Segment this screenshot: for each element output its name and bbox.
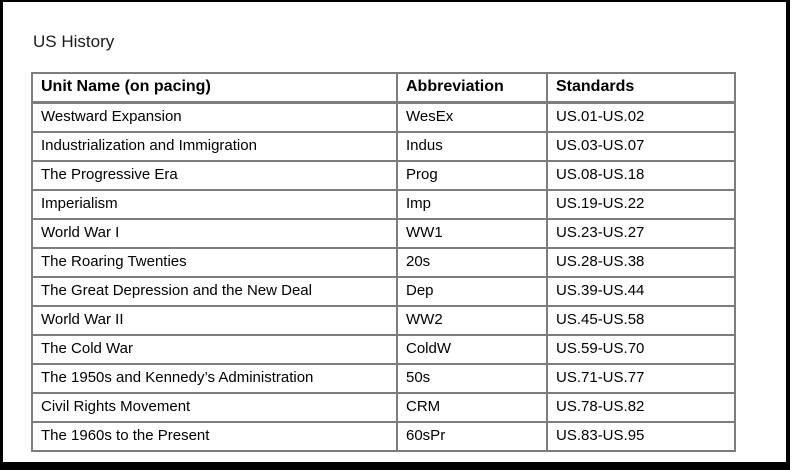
unit-name-cell: Imperialism (31, 189, 398, 220)
table-header-row: Unit Name (on pacing) Abbreviation Stand… (31, 72, 736, 104)
unit-name-cell: Westward Expansion (31, 101, 398, 133)
unit-name-cell: World War II (31, 305, 398, 336)
abbreviation-cell: WesEx (396, 101, 548, 133)
abbreviation-cell: 20s (396, 247, 548, 278)
standards-cell: US.03-US.07 (546, 131, 736, 162)
standards-cell: US.08-US.18 (546, 160, 736, 191)
standards-cell: US.71-US.77 (546, 363, 736, 394)
table-row: The Great Depression and the New Deal De… (31, 276, 736, 307)
table-row: The 1960s to the Present 60sPr US.83-US.… (31, 421, 736, 452)
abbreviation-cell: 60sPr (396, 421, 548, 452)
unit-name-cell: The Roaring Twenties (31, 247, 398, 278)
table-row: Westward Expansion WesEx US.01-US.02 (31, 101, 736, 133)
abbreviation-cell: 50s (396, 363, 548, 394)
column-header-standards: Standards (546, 72, 736, 104)
column-header-abbreviation: Abbreviation (396, 72, 548, 104)
abbreviation-cell: Dep (396, 276, 548, 307)
unit-name-cell: The Progressive Era (31, 160, 398, 191)
abbreviation-cell: ColdW (396, 334, 548, 365)
table-row: The 1950s and Kennedy’s Administration 5… (31, 363, 736, 394)
table-row: The Roaring Twenties 20s US.28-US.38 (31, 247, 736, 278)
unit-name-cell: Industrialization and Immigration (31, 131, 398, 162)
table-row: Industrialization and Immigration Indus … (31, 131, 736, 162)
table-row: Imperialism Imp US.19-US.22 (31, 189, 736, 220)
standards-cell: US.28-US.38 (546, 247, 736, 278)
abbreviation-cell: Imp (396, 189, 548, 220)
table-row: World War II WW2 US.45-US.58 (31, 305, 736, 336)
table-row: Civil Rights Movement CRM US.78-US.82 (31, 392, 736, 423)
abbreviation-cell: WW1 (396, 218, 548, 249)
unit-name-cell: The Great Depression and the New Deal (31, 276, 398, 307)
abbreviation-cell: Prog (396, 160, 548, 191)
standards-cell: US.78-US.82 (546, 392, 736, 423)
standards-cell: US.19-US.22 (546, 189, 736, 220)
column-header-unit-name: Unit Name (on pacing) (31, 72, 398, 104)
units-table: Unit Name (on pacing) Abbreviation Stand… (31, 72, 736, 452)
standards-cell: US.39-US.44 (546, 276, 736, 307)
abbreviation-cell: Indus (396, 131, 548, 162)
abbreviation-cell: CRM (396, 392, 548, 423)
table-row: World War I WW1 US.23-US.27 (31, 218, 736, 249)
standards-cell: US.45-US.58 (546, 305, 736, 336)
standards-cell: US.83-US.95 (546, 421, 736, 452)
table-row: The Progressive Era Prog US.08-US.18 (31, 160, 736, 191)
unit-name-cell: The 1960s to the Present (31, 421, 398, 452)
unit-name-cell: World War I (31, 218, 398, 249)
unit-name-cell: Civil Rights Movement (31, 392, 398, 423)
page-title: US History (33, 32, 115, 51)
standards-cell: US.59-US.70 (546, 334, 736, 365)
standards-cell: US.01-US.02 (546, 101, 736, 133)
unit-name-cell: The Cold War (31, 334, 398, 365)
abbreviation-cell: WW2 (396, 305, 548, 336)
table-body: Westward Expansion WesEx US.01-US.02 Ind… (31, 101, 736, 452)
table-row: The Cold War ColdW US.59-US.70 (31, 334, 736, 365)
unit-name-cell: The 1950s and Kennedy’s Administration (31, 363, 398, 394)
standards-cell: US.23-US.27 (546, 218, 736, 249)
